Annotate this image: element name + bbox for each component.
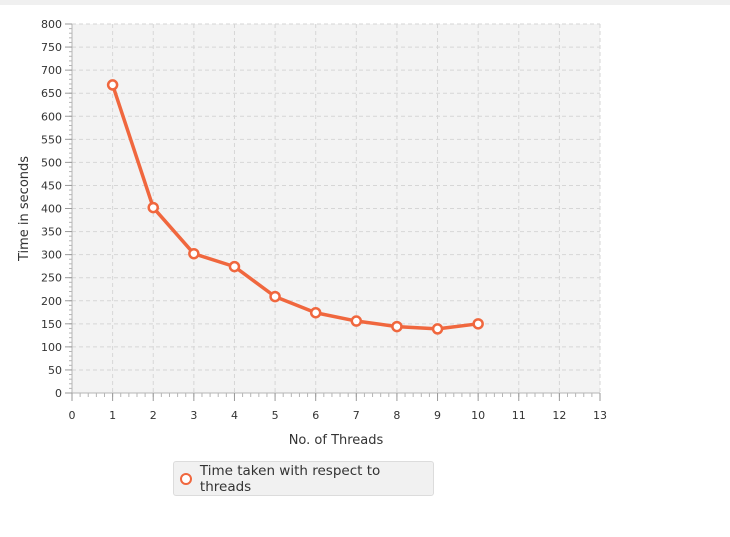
y-tick-label: 50 — [48, 364, 62, 377]
x-tick-label: 11 — [512, 409, 526, 422]
x-tick-label: 0 — [69, 409, 76, 422]
series-line — [110, 83, 480, 331]
x-axis-title: No. of Threads — [289, 433, 384, 448]
y-tick-label: 450 — [41, 179, 62, 192]
series-layer — [106, 79, 484, 335]
grid-lines — [72, 23, 601, 393]
legend-label: Time taken with respect to threads — [199, 462, 381, 495]
data-point — [147, 201, 159, 214]
x-tick-label: 8 — [393, 409, 400, 422]
data-point — [106, 79, 119, 91]
data-point — [472, 318, 484, 330]
x-tick-label: 12 — [552, 409, 566, 422]
data-point — [188, 247, 200, 260]
x-tick-label: 2 — [150, 409, 157, 422]
x-tick-label: 7 — [353, 409, 360, 422]
data-point — [269, 290, 281, 303]
legend-marker-icon — [180, 472, 192, 485]
top-bar — [0, 0, 730, 5]
axes: 0501001502002503003504004505005506006507… — [41, 18, 607, 422]
data-point — [309, 306, 322, 319]
data-point — [228, 260, 241, 273]
x-tick-label: 9 — [434, 409, 441, 422]
y-tick-label: 350 — [41, 226, 62, 239]
y-tick-label: 100 — [41, 341, 62, 354]
x-tick-label: 5 — [272, 409, 279, 422]
y-tick-label: 300 — [41, 249, 62, 262]
y-tick-label: 150 — [41, 318, 62, 331]
y-tick-label: 800 — [41, 18, 62, 31]
y-tick-label: 600 — [41, 110, 62, 123]
y-tick-label: 650 — [41, 87, 62, 100]
y-tick-label: 750 — [41, 41, 62, 54]
x-tick-label: 13 — [593, 409, 607, 422]
x-tick-label: 3 — [190, 409, 197, 422]
y-tick-label: 250 — [41, 272, 62, 285]
y-tick-label: 500 — [41, 156, 62, 169]
y-tick-label: 400 — [41, 203, 62, 216]
x-tick-label: 4 — [231, 409, 238, 422]
x-tick-label: 10 — [471, 409, 485, 422]
y-tick-label: 700 — [41, 64, 62, 77]
y-tick-label: 550 — [41, 133, 62, 146]
y-axis-title: Time in seconds — [17, 156, 32, 262]
data-point — [350, 315, 363, 327]
y-tick-label: 200 — [41, 295, 62, 308]
y-tick-label: 0 — [55, 387, 62, 400]
x-tick-label: 1 — [109, 409, 116, 422]
x-tick-label: 6 — [312, 409, 319, 422]
data-point — [391, 320, 403, 333]
data-point — [431, 323, 444, 335]
legend: Time taken with respect to threads — [173, 461, 434, 496]
